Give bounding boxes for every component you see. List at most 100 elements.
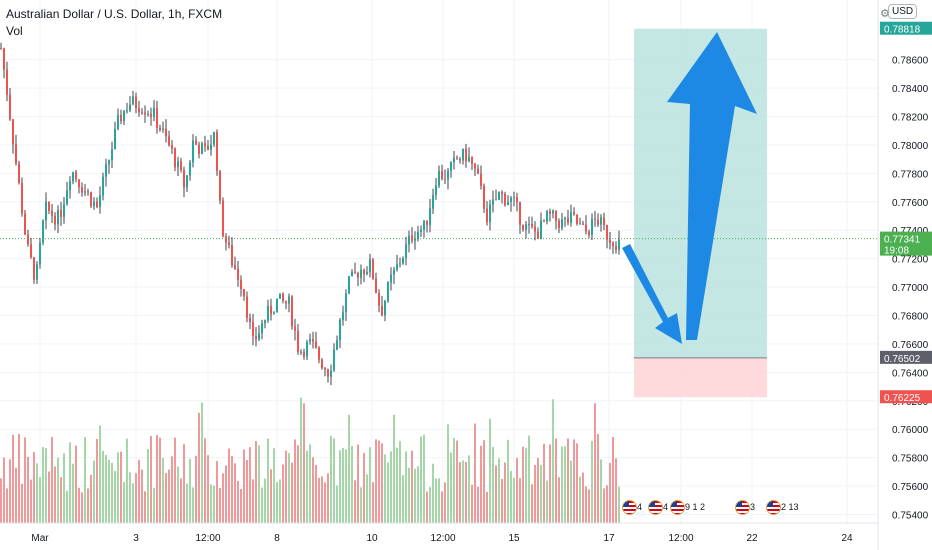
candle-body xyxy=(318,347,320,360)
volume-bar xyxy=(270,469,272,523)
volume-bar xyxy=(138,459,140,523)
volume-bar xyxy=(99,425,101,523)
volume-bar xyxy=(375,439,377,523)
volume-bar xyxy=(348,414,350,523)
volume-bar xyxy=(531,484,533,523)
candle-body xyxy=(393,269,395,275)
volume-label[interactable]: Vol xyxy=(6,24,23,38)
event-badge[interactable]: 4 xyxy=(622,500,642,515)
candle-body xyxy=(558,220,560,229)
volume-bar xyxy=(561,446,563,523)
volume-bar xyxy=(18,433,20,523)
candle-body xyxy=(588,231,590,235)
volume-bar xyxy=(549,444,551,523)
candle-body xyxy=(447,170,449,180)
volume-bar xyxy=(30,479,32,523)
candle-body xyxy=(210,144,212,150)
volume-bar xyxy=(489,418,491,523)
event-badge[interactable]: 2 13 xyxy=(766,500,799,515)
countdown-label: 19:08 xyxy=(884,246,909,257)
event-badge[interactable]: 4 5 xyxy=(648,500,676,515)
gear-icon[interactable]: ⚙ xyxy=(880,8,890,20)
event-badge[interactable]: 9 1 2 xyxy=(670,500,705,515)
candle-body xyxy=(252,321,254,336)
trade-zones[interactable] xyxy=(0,28,878,398)
trade-arrows[interactable] xyxy=(622,32,757,344)
symbol-title[interactable]: Australian Dollar / U.S. Dollar, 1h, FXC… xyxy=(6,7,223,21)
volume-bar xyxy=(555,438,557,523)
candle-body xyxy=(378,293,380,306)
candle-body xyxy=(45,201,47,221)
candle-body xyxy=(486,208,488,223)
candle-body xyxy=(402,257,404,264)
volume-bar xyxy=(159,437,161,523)
volume-bar xyxy=(186,483,188,523)
price-axis[interactable]: 0.78600 0.78400 0.78200 0.78000 0.77800 0.776… xyxy=(877,0,929,550)
price-tick-label: 0.78600 xyxy=(892,56,929,67)
volume-bar xyxy=(363,452,365,523)
volume-bar xyxy=(444,482,446,523)
candle-body xyxy=(441,170,443,179)
candle-body xyxy=(201,143,203,155)
candle-body xyxy=(78,179,80,188)
event-badge[interactable]: 3 xyxy=(735,500,755,515)
volume-bar xyxy=(234,463,236,523)
us-flag-icon xyxy=(735,500,750,515)
candle-body xyxy=(480,173,482,186)
volume-bar xyxy=(252,479,254,523)
candle-body xyxy=(579,223,581,225)
candle-body xyxy=(363,269,365,275)
time-tick-label: 12:00 xyxy=(668,533,693,544)
volume-bar xyxy=(279,479,281,523)
volume-bar xyxy=(180,478,182,523)
volume-bar xyxy=(240,488,242,523)
candle-body xyxy=(324,368,326,370)
candle-body xyxy=(435,185,437,195)
volume-bar xyxy=(210,484,212,523)
volume-bar xyxy=(117,452,119,523)
volume-bar xyxy=(522,446,524,523)
volume-bar xyxy=(423,434,425,523)
candle-body xyxy=(567,217,569,223)
candle-body xyxy=(3,48,5,70)
candle-body xyxy=(114,128,116,150)
candle-body xyxy=(249,317,251,322)
candle-body xyxy=(72,172,74,182)
down-arrow xyxy=(622,244,682,344)
volume-bar xyxy=(96,439,98,523)
currency-button[interactable]: USD xyxy=(888,4,918,19)
candle-body xyxy=(468,156,470,162)
candle-body xyxy=(225,236,227,243)
volume-bar xyxy=(366,474,368,523)
volume-bar xyxy=(324,482,326,523)
time-axis[interactable]: Mar 3 12:00 8 10 12:00 15 17 12:00 22 24 xyxy=(0,522,878,544)
volume-bar xyxy=(45,448,47,523)
candle-body xyxy=(33,257,35,280)
volume-bar xyxy=(243,449,245,523)
volume-bar xyxy=(27,456,29,523)
candle-body xyxy=(228,242,230,245)
volume-bar xyxy=(435,478,437,523)
volume-bar xyxy=(339,450,341,523)
candle-body xyxy=(336,340,338,350)
current-price-tag-bg xyxy=(880,231,932,256)
volume-bar xyxy=(132,483,134,523)
candle-body xyxy=(246,296,248,318)
time-tick-label: 12:00 xyxy=(430,533,455,544)
target-price-tag-bg xyxy=(880,21,932,35)
candle-body xyxy=(240,279,242,290)
volume-bar xyxy=(66,490,68,523)
volume-bar xyxy=(129,472,131,523)
candle-body xyxy=(273,312,275,315)
candle-body xyxy=(516,196,518,202)
volume-bar xyxy=(585,486,587,523)
candle-body xyxy=(492,199,494,205)
volume-bar xyxy=(228,448,230,523)
volume-bar xyxy=(618,486,620,523)
candle-body xyxy=(612,242,614,246)
volume-bar xyxy=(42,447,44,523)
volume-bar xyxy=(411,450,413,523)
volume-bar xyxy=(480,445,482,523)
candle-body xyxy=(348,276,350,294)
